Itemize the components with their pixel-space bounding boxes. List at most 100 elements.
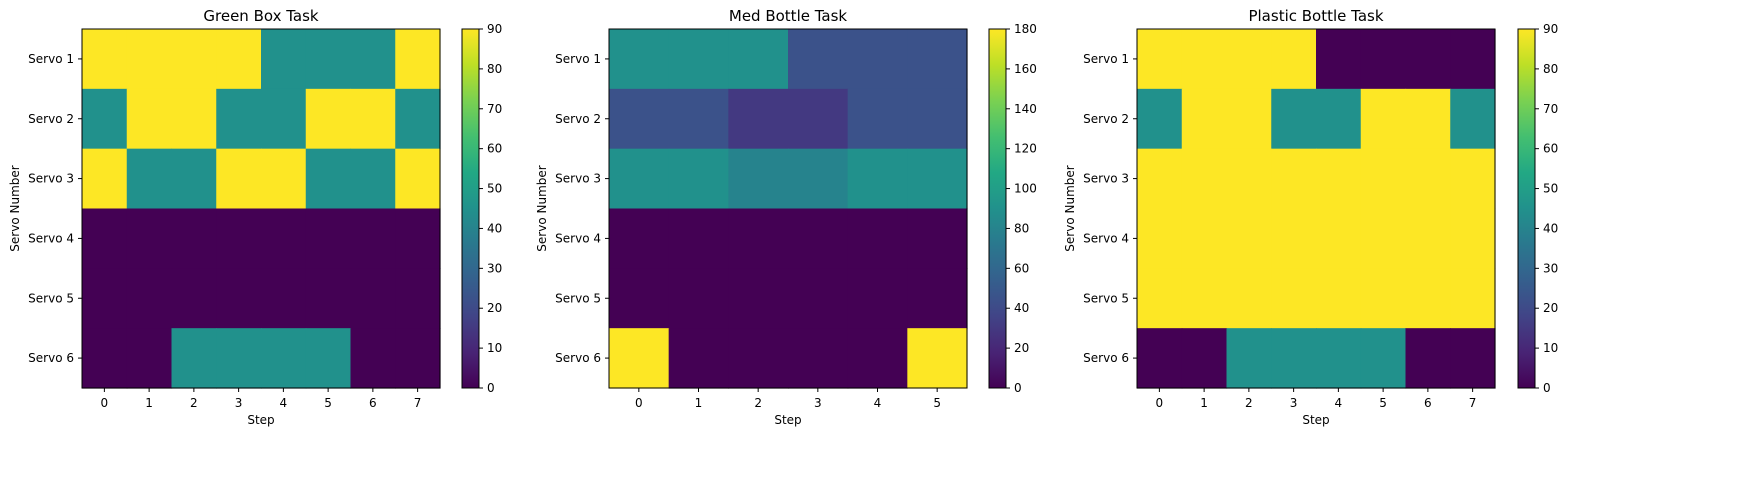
heatmap-cell bbox=[907, 29, 968, 90]
heatmap-cell bbox=[668, 88, 729, 150]
y-tick-label: Servo 6 bbox=[1083, 351, 1129, 365]
heatmap-cell bbox=[350, 208, 396, 269]
x-tick-label: 6 bbox=[1424, 396, 1432, 410]
heatmap-cell bbox=[788, 268, 849, 329]
x-tick-label: 0 bbox=[635, 396, 643, 410]
heatmap-cell bbox=[1137, 268, 1183, 329]
colorbar-tick-label: 40 bbox=[1014, 301, 1029, 315]
heatmap-cell bbox=[82, 208, 128, 269]
colorbar-tick-label: 100 bbox=[1014, 182, 1037, 196]
heatmap-cell bbox=[305, 328, 352, 389]
colorbar-tick-label: 10 bbox=[487, 341, 502, 355]
heatmap-cell bbox=[1405, 29, 1451, 90]
heatmap-cell bbox=[609, 208, 670, 269]
heatmap-cell bbox=[1137, 148, 1183, 210]
heatmap-cell bbox=[1271, 29, 1317, 90]
x-tick-label: 7 bbox=[1469, 396, 1477, 410]
heatmap-cell bbox=[82, 148, 128, 210]
heatmap-cell bbox=[350, 328, 396, 389]
heatmap-cell bbox=[305, 88, 352, 150]
heatmap-cell bbox=[1316, 268, 1362, 329]
y-tick-label: Servo 2 bbox=[555, 112, 601, 126]
heatmap-cell bbox=[305, 148, 352, 210]
heatmap-cell bbox=[788, 328, 849, 389]
heatmap-cell bbox=[171, 148, 217, 210]
heatmap-cell bbox=[1405, 208, 1451, 269]
heatmap-cell bbox=[609, 328, 670, 389]
colorbar-tick-label: 180 bbox=[1014, 22, 1037, 36]
y-tick-label: Servo 1 bbox=[1083, 52, 1129, 66]
heatmap-cell bbox=[1181, 208, 1228, 269]
heatmap-cell bbox=[126, 148, 173, 210]
heatmap-cell bbox=[261, 268, 307, 329]
chart-title: Green Box Task bbox=[203, 7, 319, 25]
heatmap-cell bbox=[1405, 148, 1451, 210]
y-tick-label: Servo 2 bbox=[1083, 112, 1129, 126]
colorbar-tick-label: 20 bbox=[487, 301, 502, 315]
colorbar bbox=[988, 28, 1007, 389]
heatmap-cell bbox=[609, 88, 670, 150]
colorbar-tick-label: 40 bbox=[1543, 221, 1558, 235]
heatmap-cell bbox=[847, 268, 908, 329]
x-tick-label: 6 bbox=[369, 396, 377, 410]
plot-frame bbox=[81, 28, 441, 389]
heatmap-cell bbox=[788, 88, 849, 150]
x-tick-label: 5 bbox=[933, 396, 941, 410]
heatmap-cell bbox=[907, 268, 968, 329]
heatmap-cell bbox=[668, 208, 729, 269]
y-tick-label: Servo 4 bbox=[1083, 231, 1129, 245]
heatmap-cell bbox=[216, 88, 262, 150]
heatmap-cell bbox=[847, 148, 908, 210]
x-tick-label: 4 bbox=[874, 396, 882, 410]
heatmap-cell bbox=[171, 328, 217, 389]
heatmap-cell bbox=[1271, 328, 1317, 389]
colorbar-tick-label: 60 bbox=[1014, 261, 1029, 275]
y-tick-label: Servo 2 bbox=[28, 112, 74, 126]
heatmap-cell bbox=[350, 268, 396, 329]
x-tick-label: 4 bbox=[280, 396, 288, 410]
heatmap-cell bbox=[216, 29, 262, 90]
heatmap-cell bbox=[1181, 148, 1228, 210]
x-tick-label: 5 bbox=[324, 396, 332, 410]
heatmap-cell bbox=[788, 148, 849, 210]
colorbar-tick-label: 30 bbox=[487, 261, 502, 275]
heatmap-cell bbox=[261, 148, 307, 210]
x-tick-label: 1 bbox=[145, 396, 153, 410]
x-axis-label: Step bbox=[774, 413, 801, 427]
heatmap-cell bbox=[395, 148, 441, 210]
heatmap-cell bbox=[216, 268, 262, 329]
heatmap-cell bbox=[1181, 268, 1228, 329]
colorbar-tick-label: 40 bbox=[487, 221, 502, 235]
colorbar-tick-label: 20 bbox=[1014, 341, 1029, 355]
colorbar-tick-label: 70 bbox=[1543, 102, 1558, 116]
heatmap-cell bbox=[728, 88, 789, 150]
y-tick-label: Servo 1 bbox=[28, 52, 74, 66]
heatmap-cell bbox=[728, 29, 789, 90]
colorbar-tick-label: 60 bbox=[1543, 142, 1558, 156]
heatmap-cell bbox=[788, 29, 849, 90]
x-tick-label: 7 bbox=[414, 396, 422, 410]
colorbar-tick-label: 0 bbox=[487, 381, 495, 395]
heatmap-cell bbox=[82, 268, 128, 329]
heatmap-panel-2: Plastic Bottle Task 0 1 2 3 4 5 6 7 Step Servo 1 Se… bbox=[1063, 7, 1558, 427]
heatmap-cell bbox=[668, 328, 729, 389]
colorbar-tick-label: 80 bbox=[1543, 62, 1558, 76]
heatmap-cell bbox=[350, 148, 396, 210]
heatmap-cell bbox=[1226, 268, 1272, 329]
heatmap-cell bbox=[1360, 328, 1407, 389]
heatmap-cell bbox=[1316, 88, 1362, 150]
heatmap-cell bbox=[1360, 268, 1407, 329]
heatmap-cell bbox=[1137, 88, 1183, 150]
heatmap-cell bbox=[1316, 208, 1362, 269]
heatmap-cell bbox=[1271, 208, 1317, 269]
x-tick-label: 1 bbox=[695, 396, 703, 410]
heatmap-cell bbox=[1405, 328, 1451, 389]
plot-frame bbox=[1136, 28, 1496, 389]
heatmap-cell bbox=[728, 148, 789, 210]
heatmap-cell bbox=[350, 29, 396, 90]
heatmap-cell bbox=[216, 208, 262, 269]
heatmap-cell bbox=[1226, 148, 1272, 210]
heatmap-cell bbox=[395, 328, 441, 389]
heatmap-cell bbox=[728, 328, 789, 389]
heatmap-cell bbox=[847, 88, 908, 150]
